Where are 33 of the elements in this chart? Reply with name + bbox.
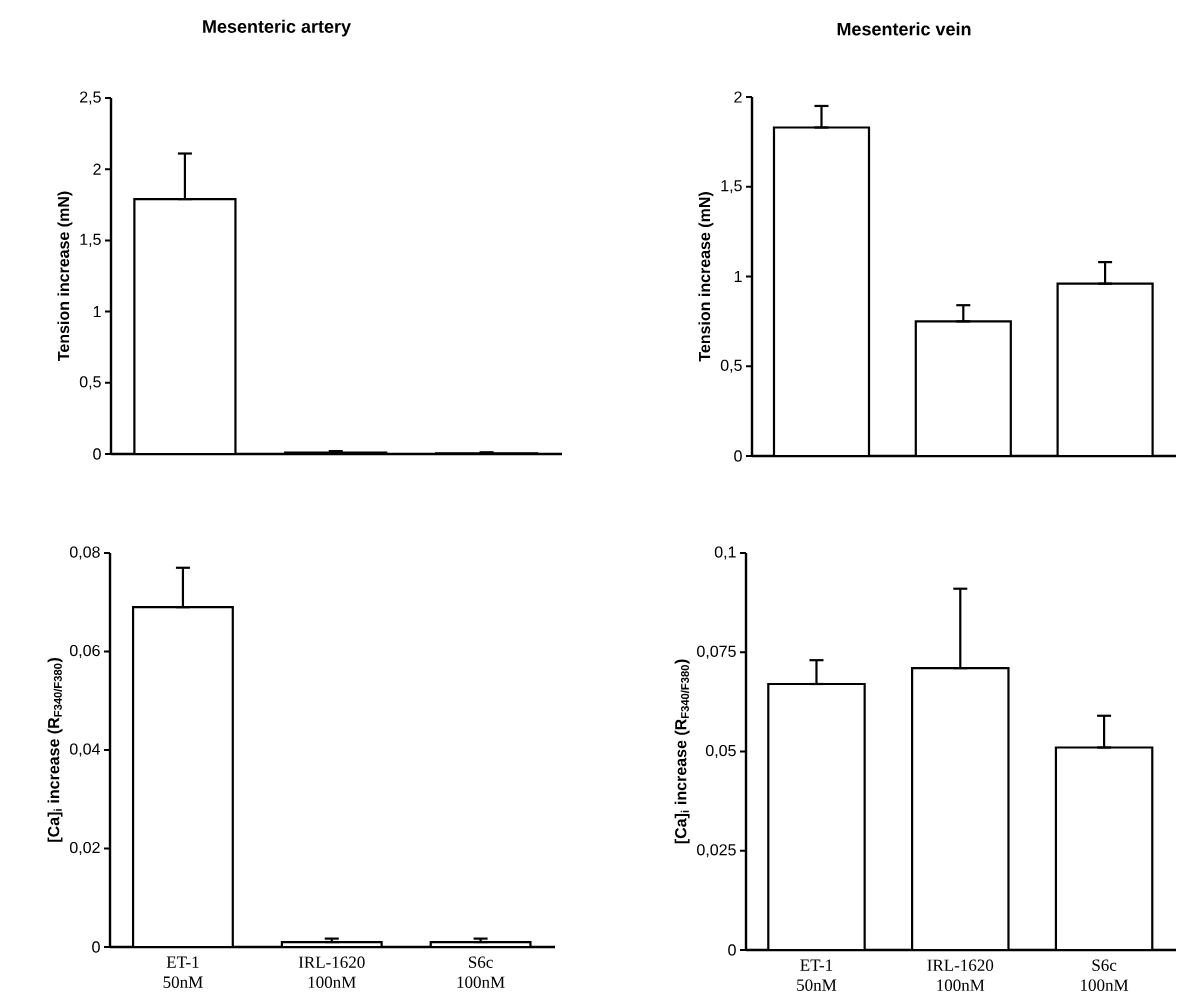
y-tick-label: 0,05 xyxy=(705,744,736,759)
y-axis-title: Tension increase (mN) xyxy=(698,192,714,362)
y-tick-label: 0,025 xyxy=(697,844,736,858)
y-tick-label: 0,06 xyxy=(69,644,100,659)
y-tick-label: 0 xyxy=(734,450,742,462)
y-tick-label: 1 xyxy=(93,306,101,318)
y-tick-label: 2 xyxy=(734,91,742,103)
y-tick-label: 0,1 xyxy=(714,546,736,560)
x-tick-label: ET-1 50nM xyxy=(797,959,837,991)
x-tick-label: IRL-1620 100nM xyxy=(298,956,365,988)
x-tick-label: S6c 100nM xyxy=(1081,959,1129,991)
y-tick-label: 0,5 xyxy=(720,359,742,373)
y-tick-label: 0 xyxy=(92,941,100,953)
y-tick-label: 0 xyxy=(93,448,101,460)
chart-title: Mesenteric vein xyxy=(837,22,971,36)
y-tick-label: 0 xyxy=(728,944,736,956)
x-tick-label: S6c 100nM xyxy=(457,956,505,988)
y-tick-label: 2 xyxy=(93,163,101,175)
y-tick-label: 0,075 xyxy=(697,645,736,659)
y-tick-label: 1 xyxy=(734,270,742,282)
y-axis-title: Tension increase (mN) xyxy=(57,191,73,362)
x-tick-label: ET-1 50nM xyxy=(163,956,203,988)
y-tick-label: 2,5 xyxy=(80,91,101,105)
y-tick-label: 1,5 xyxy=(721,180,742,194)
chart-title: Mesenteric artery xyxy=(203,19,351,37)
x-tick-label: IRL-1620 100nM xyxy=(927,959,994,991)
y-tick-label: 0,5 xyxy=(79,376,101,390)
y-tick-label: 1,5 xyxy=(80,233,101,247)
y-axis-title: [Ca]$_{i}$ increase (R$_{F340/F380}$) xyxy=(47,658,63,842)
y-tick-label: 0,02 xyxy=(69,841,100,856)
y-tick-label: 0,04 xyxy=(69,743,100,757)
y-tick-label: 0,08 xyxy=(69,546,100,560)
y-axis-title: [Ca]$_{i}$ increase (R$_{F340/F380}$) xyxy=(674,659,690,844)
